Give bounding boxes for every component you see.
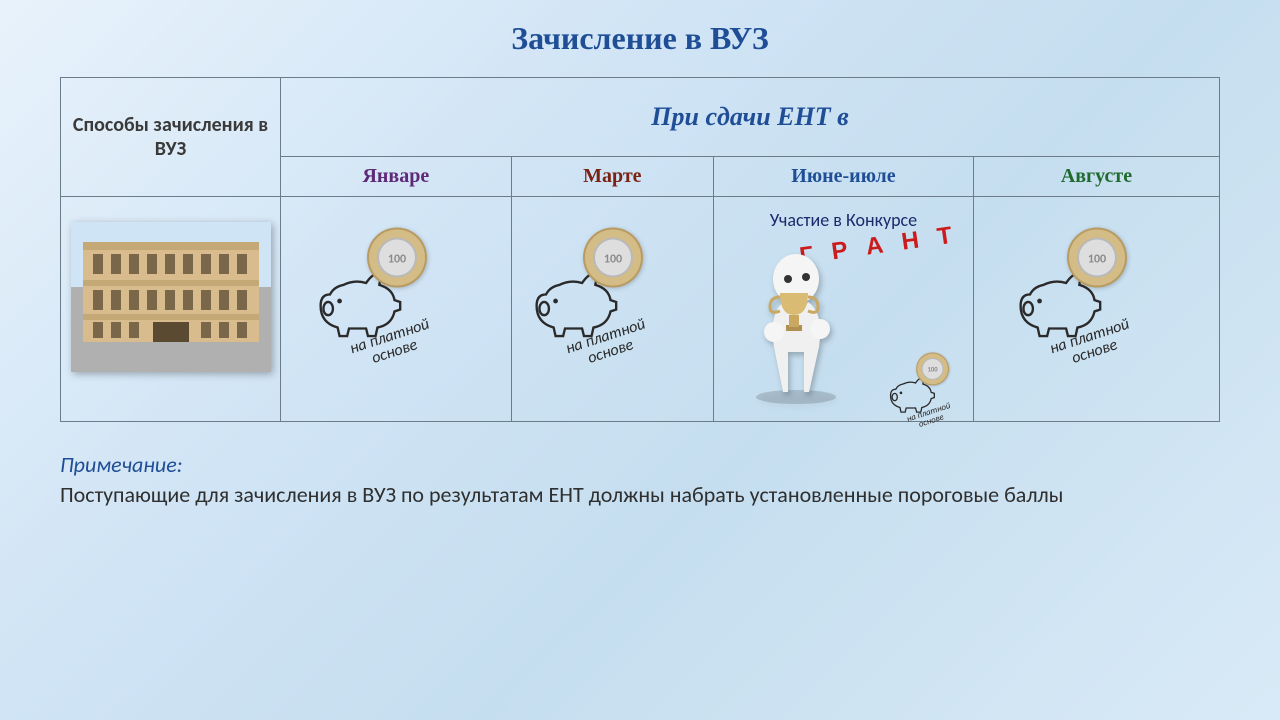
building-icon [71,222,271,372]
piggy-coin-icon: на платной основе [311,227,481,377]
month-january: Январе [281,157,512,197]
row-header: Способы зачисления в ВУЗ [61,78,281,197]
trophy-figure-icon [734,247,864,407]
cell-march: на платной основе [511,197,713,422]
piggy-coin-icon: на платной основе [527,227,697,377]
piggy-coin-icon: на платной основе [885,352,979,435]
note-text: Поступающие для зачисления в ВУЗ по резу… [60,481,1063,508]
piggy-coin-icon: на платной основе [1011,227,1181,377]
cell-june-july: Участие в Конкурсе Г Р А Н Т на платной … [713,197,973,422]
month-march: Марте [511,157,713,197]
month-august: Августе [973,157,1219,197]
cell-building [61,197,281,422]
page-title: Зачисление в ВУЗ [60,20,1220,57]
note-block: Примечание: Поступающие для зачисления в… [60,450,1220,509]
note-label: Примечание: [60,451,183,478]
super-header: При сдачи ЕНТ в [281,78,1220,157]
month-june-july: Июне-июле [713,157,973,197]
admission-table: Способы зачисления в ВУЗ При сдачи ЕНТ в… [60,77,1220,422]
cell-august: на платной основе [973,197,1219,422]
cell-january: на платной основе [281,197,512,422]
